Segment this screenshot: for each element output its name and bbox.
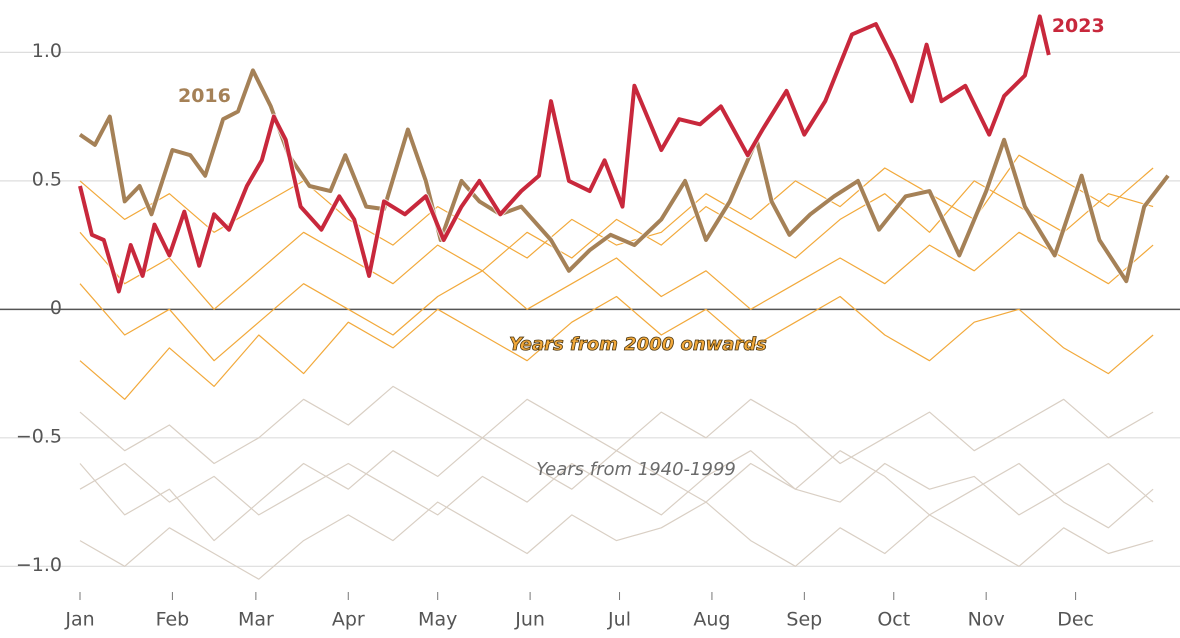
y-tick-label: 0 xyxy=(50,297,62,319)
x-tick-label: Oct xyxy=(877,609,910,631)
group-line xyxy=(79,180,1154,310)
x-tick-label: Mar xyxy=(238,609,274,631)
series-line xyxy=(78,68,1170,284)
group-line xyxy=(79,231,1154,362)
x-tick-label: May xyxy=(418,609,457,631)
group-line xyxy=(79,450,1154,516)
x-tick-label: Aug xyxy=(693,609,730,631)
y-tick-label: 0.5 xyxy=(32,168,62,190)
x-tick-label: Jan xyxy=(64,609,94,631)
x-tick-label: Nov xyxy=(968,609,1005,631)
x-tick-label: Jul xyxy=(607,609,631,631)
group-line xyxy=(79,385,1154,465)
series-line xyxy=(78,14,1051,294)
x-tick-label: Apr xyxy=(332,609,365,631)
group-label: Years from 2000 onwards xyxy=(509,334,767,355)
x-tick-label: Jun xyxy=(514,609,545,631)
series-label: 2023 xyxy=(1052,15,1105,37)
x-tick-label: Feb xyxy=(156,609,190,631)
series-label: 2016 xyxy=(178,85,231,107)
group-label: Years from 1940-1999 xyxy=(536,459,736,480)
y-tick-label: 1.0 xyxy=(32,40,62,62)
group-line xyxy=(79,295,1154,400)
group-line xyxy=(79,501,1154,580)
x-tick-label: Sep xyxy=(786,609,822,631)
y-tick-label: −0.5 xyxy=(16,425,62,447)
y-tick-label: −1.0 xyxy=(16,554,62,576)
x-tick-label: Dec xyxy=(1057,609,1094,631)
